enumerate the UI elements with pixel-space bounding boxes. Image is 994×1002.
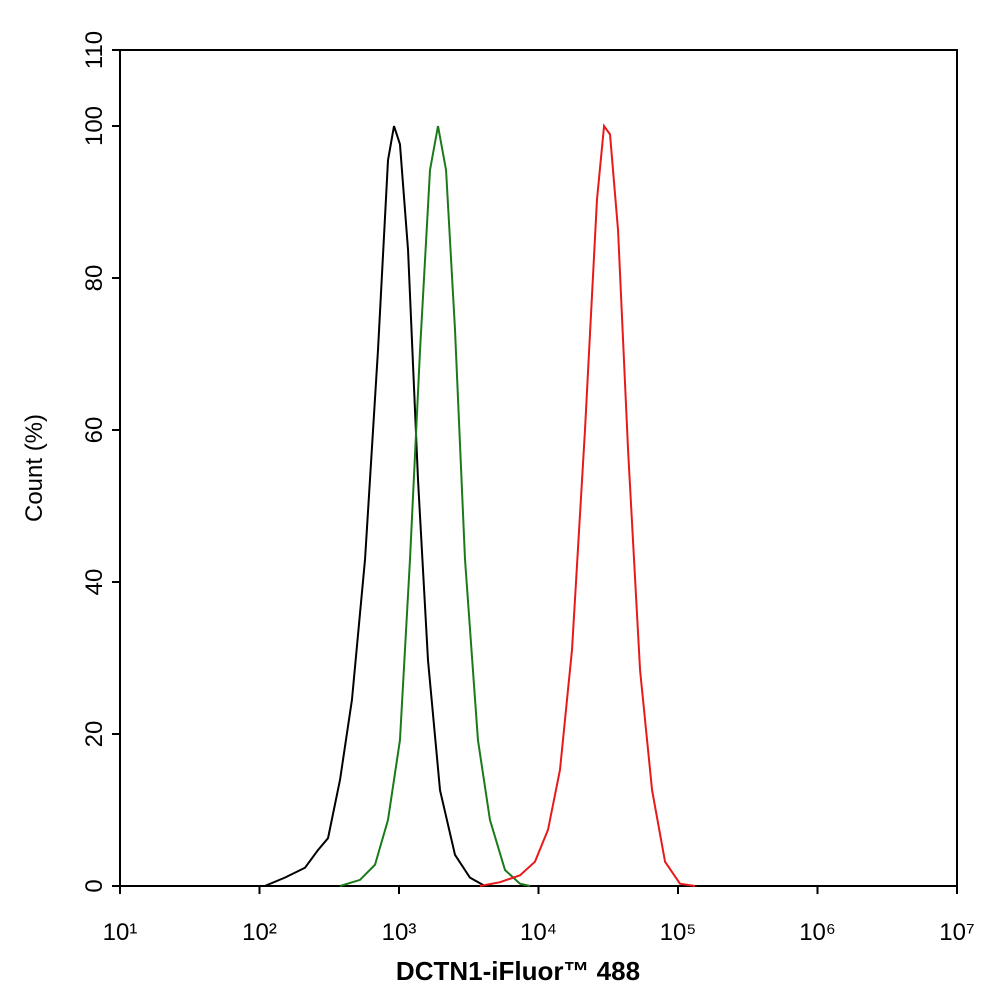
x-tick-label: 10¹ — [103, 919, 138, 946]
y-tick-label: 40 — [81, 569, 108, 596]
y-tick-label: 0 — [81, 879, 108, 892]
histogram-line — [479, 123, 696, 887]
histogram-line — [339, 125, 531, 887]
x-axis-label: DCTN1-iFluor™ 488 — [396, 956, 640, 986]
y-tick-label: 20 — [81, 721, 108, 748]
x-tick-label: 10² — [242, 919, 277, 946]
x-tick-label: 10⁶ — [799, 919, 836, 946]
x-tick-label: 10⁵ — [660, 919, 697, 946]
y-tick-label: 60 — [81, 417, 108, 444]
x-tick-label: 10⁷ — [939, 919, 974, 946]
y-tick-label: 80 — [81, 265, 108, 292]
histogram-line — [264, 125, 486, 887]
y-tick-label: 110 — [81, 31, 108, 69]
plot-frame — [119, 49, 958, 887]
y-axis-label: Count (%) — [21, 414, 48, 522]
y-tick-label: 100 — [81, 106, 108, 146]
x-tick-label: 10³ — [382, 919, 417, 946]
x-tick-label: 10⁴ — [520, 919, 557, 946]
